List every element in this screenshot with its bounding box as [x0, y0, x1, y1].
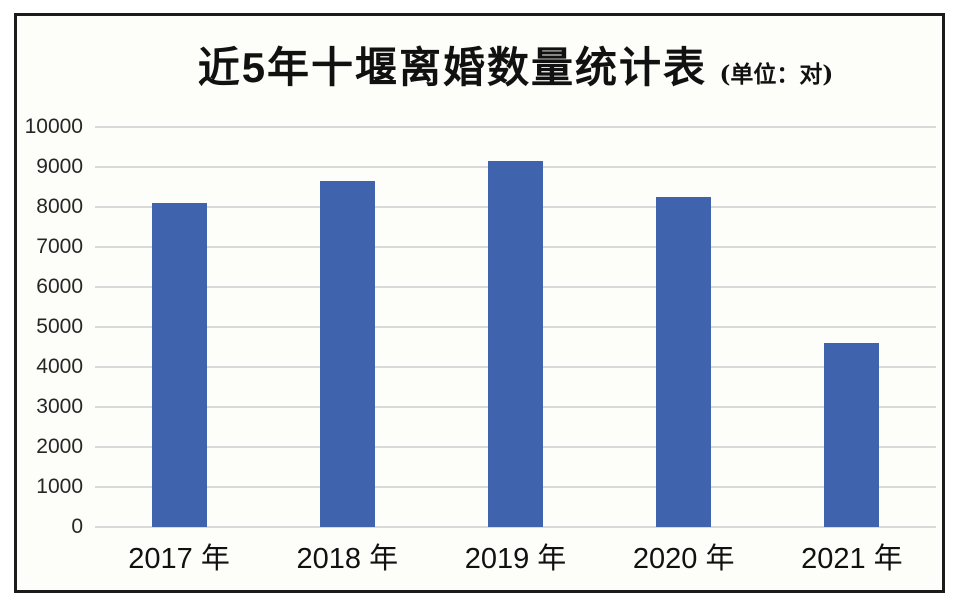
y-tick-label-10000: 10000 [24, 115, 83, 138]
bar-2019年 [488, 161, 543, 527]
y-tick-label-7000: 7000 [36, 235, 83, 258]
bar-2018年 [319, 181, 375, 527]
y-tick-label-1000: 1000 [36, 475, 83, 498]
y-tick-label-4000: 4000 [36, 355, 83, 378]
gridline-0 [95, 526, 936, 528]
y-tick-label-3000: 3000 [36, 395, 83, 418]
y-tick-label-9000: 9000 [36, 155, 83, 178]
bar-2021年 [824, 343, 880, 527]
y-tick-label-0: 0 [71, 515, 83, 538]
y-tick-label-8000: 8000 [36, 195, 83, 218]
y-tick-label-5000: 5000 [36, 315, 83, 338]
y-tick-label-2000: 2000 [36, 435, 83, 458]
x-tick-label-2019年: 2019 年 [464, 543, 567, 575]
chart-title-text: 近5年十堰离婚数量统计表 [197, 44, 708, 91]
bar-2017年 [151, 203, 207, 527]
chart-unit-label: (单位：对) [719, 61, 834, 88]
x-tick-label-2020年: 2020 年 [632, 543, 735, 575]
gridline-10000 [95, 126, 936, 128]
bar-2020年 [656, 197, 712, 527]
x-tick-label-2021年: 2021 年 [801, 543, 903, 575]
y-tick-label-6000: 6000 [36, 275, 83, 298]
x-tick-label-2017年: 2017 年 [128, 543, 230, 575]
x-tick-label-2018年: 2018 年 [296, 543, 399, 575]
chart-title: 近5年十堰离婚数量统计表 (单位：对) [95, 34, 936, 95]
